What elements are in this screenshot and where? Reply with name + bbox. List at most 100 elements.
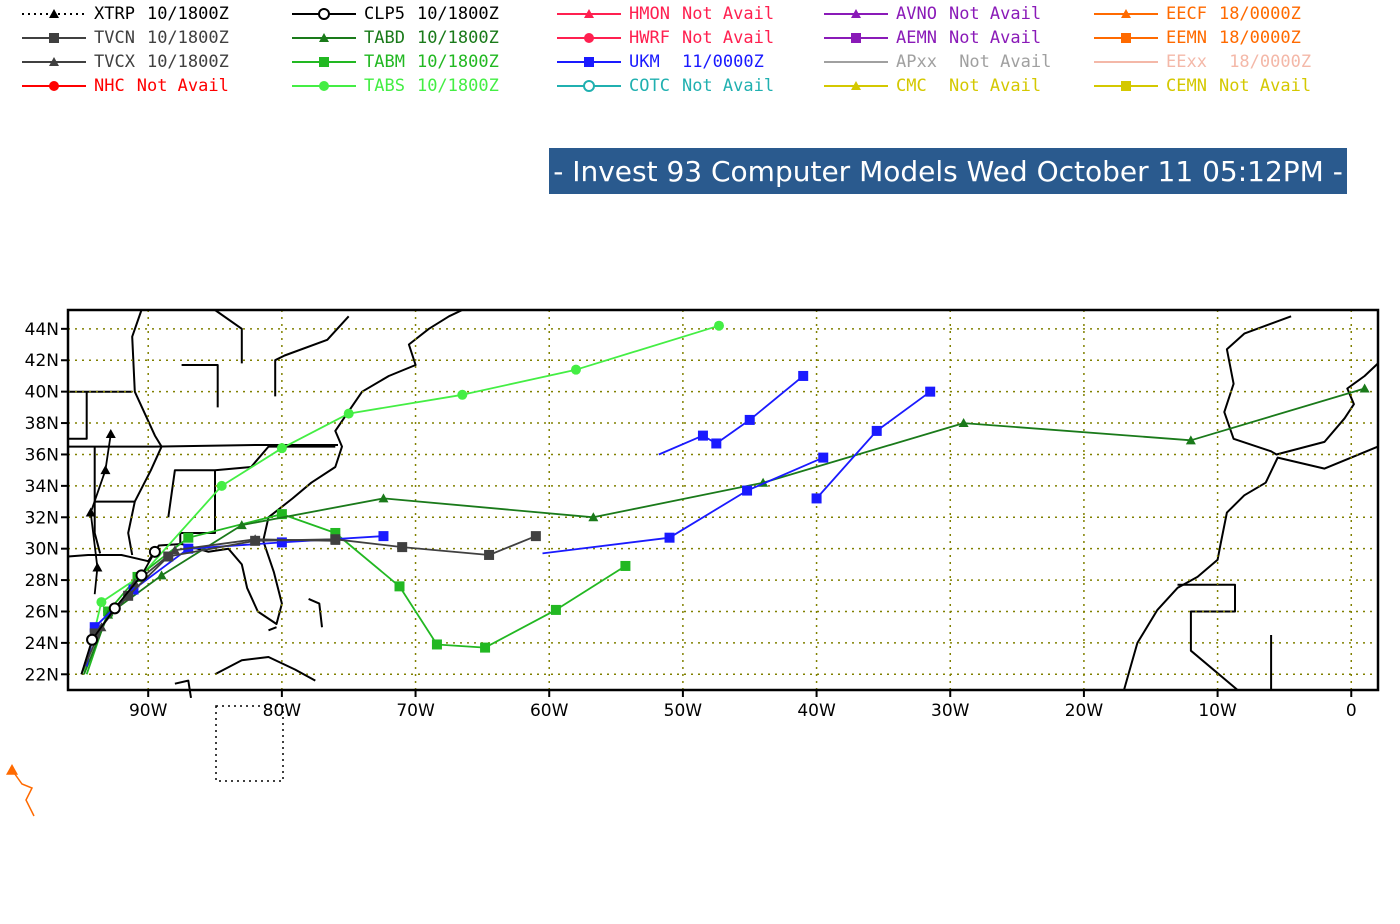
track-point-tabd: [156, 570, 167, 580]
lat-tick-label: 42N: [25, 351, 59, 371]
lat-tick-label: 32N: [25, 508, 59, 528]
lat-tick-label: 44N: [25, 320, 59, 340]
inset-box: [215, 705, 284, 782]
legend-swatch: [292, 81, 356, 91]
iberia-coast: [1223, 315, 1379, 456]
open-circle-marker-icon: [318, 8, 330, 20]
triangle-marker-icon: [49, 57, 59, 66]
legend-model: AEMN: [896, 28, 937, 48]
keys: [268, 626, 277, 632]
mississippi: [127, 309, 163, 556]
legend-swatch: [557, 80, 621, 92]
legend-item-xtrp: XTRP 10/1800Z: [20, 3, 229, 25]
track-ukm: [658, 375, 804, 456]
legend-status: Not Avail: [948, 52, 1052, 72]
legend-swatch: [292, 33, 356, 42]
track-point-tabd: [958, 418, 969, 428]
legend-status: 18/0000Z: [1218, 28, 1301, 48]
legend-swatch: [292, 57, 356, 67]
track-point-tabs: [96, 597, 107, 608]
track-point-xtrp: [85, 507, 96, 517]
legend-status: 10/1800Z: [416, 4, 499, 24]
square-marker-icon: [1121, 33, 1131, 43]
track-tvcn: [80, 535, 537, 675]
track-point-ukm: [811, 493, 822, 504]
legend-model: HMON: [629, 4, 670, 24]
land-outlines: [67, 309, 1379, 699]
legend-item-eecf: EECF 18/0000Z: [1092, 3, 1301, 25]
legend-model: TABS: [364, 76, 405, 96]
legend-model: HWRF: [629, 28, 670, 48]
track-point-tabs: [216, 480, 227, 491]
legend-model: UKM: [629, 52, 660, 72]
track-ukm: [542, 456, 824, 555]
track-point-ukm: [378, 531, 389, 542]
legend-model: APxx: [896, 52, 937, 72]
track-point-tabm: [183, 532, 194, 543]
legend-item-cemn: CEMN Not Avail: [1092, 75, 1311, 97]
legend-swatch: [824, 9, 888, 18]
track-point-tabd: [378, 493, 389, 503]
track-point-ukm: [89, 622, 100, 633]
lat-tick-label: 38N: [25, 414, 59, 434]
legend-swatch: [824, 81, 888, 90]
track-point-tabm: [550, 604, 561, 615]
legend-status: 10/1800Z: [146, 52, 229, 72]
lat-tick-label: 40N: [25, 383, 59, 403]
triangle-marker-icon: [851, 9, 861, 18]
lon-tick-label: 10W: [1198, 701, 1237, 721]
track-tvcx: [80, 538, 336, 675]
legend-item-hwrf: HWRF Not Avail: [555, 27, 774, 49]
track-point-ukm: [742, 485, 753, 496]
lon-tick-label: 20W: [1065, 701, 1104, 721]
track-point-ukm: [276, 537, 287, 548]
legend-item-clp5: CLP5 10/1800Z: [290, 3, 499, 25]
track-ukm: [815, 390, 931, 499]
track-point-ukm: [744, 414, 755, 425]
legend-item-aemn: AEMN Not Avail: [822, 27, 1041, 49]
state-lines-5: [181, 364, 219, 408]
legend-swatch: [557, 57, 621, 67]
bahamas: [308, 597, 323, 628]
circle-marker-icon: [49, 81, 59, 91]
eecf-marker-icon: [6, 764, 18, 775]
legend-model: TABD: [364, 28, 405, 48]
track-point-tvcn: [530, 531, 541, 542]
legend-model: CMC: [896, 76, 927, 96]
triangle-marker-icon: [584, 9, 594, 18]
track-point-tabd: [236, 520, 247, 530]
lat-tick-label: 22N: [25, 665, 59, 685]
track-point-ukm: [798, 370, 809, 381]
triangle-marker-icon: [319, 33, 329, 42]
state-lines-9: [214, 309, 243, 364]
map-border: [66, 308, 1380, 692]
legend-model: XTRP: [94, 4, 135, 24]
track-point-tvcn: [123, 590, 134, 601]
track-point-clp5: [135, 569, 148, 582]
legend-model: COTC: [629, 76, 670, 96]
model-tracks: [80, 320, 1370, 675]
track-point-tabs: [570, 364, 581, 375]
lat-tick-label: 24N: [25, 634, 59, 654]
legend-status: Not Avail: [1218, 76, 1312, 96]
legend-status: 11/0000Z: [671, 52, 764, 72]
lon-tick-label: 80W: [263, 701, 302, 721]
open-circle-marker-icon: [583, 80, 595, 92]
legend-model: EECF: [1166, 4, 1207, 24]
track-point-tabm: [394, 581, 405, 592]
track-point-tabm: [620, 560, 631, 571]
track-point-tvcn: [89, 628, 100, 639]
legend-item-tvcx: TVCX 10/1800Z: [20, 51, 229, 73]
legend-model: TABM: [364, 52, 405, 72]
triangle-marker-icon: [1121, 9, 1131, 18]
legend-item-ukm: UKM 11/0000Z: [555, 51, 764, 73]
map-frame: [66, 308, 1380, 692]
state-lines-2: [68, 444, 338, 448]
cuba-outline: [214, 656, 316, 682]
track-point-ukm: [871, 425, 882, 436]
square-marker-icon: [584, 57, 594, 67]
track-point-xtrp: [100, 465, 111, 475]
legend-swatch: [22, 33, 86, 43]
legend-swatch: [557, 33, 621, 43]
legend-swatch: [22, 57, 86, 66]
